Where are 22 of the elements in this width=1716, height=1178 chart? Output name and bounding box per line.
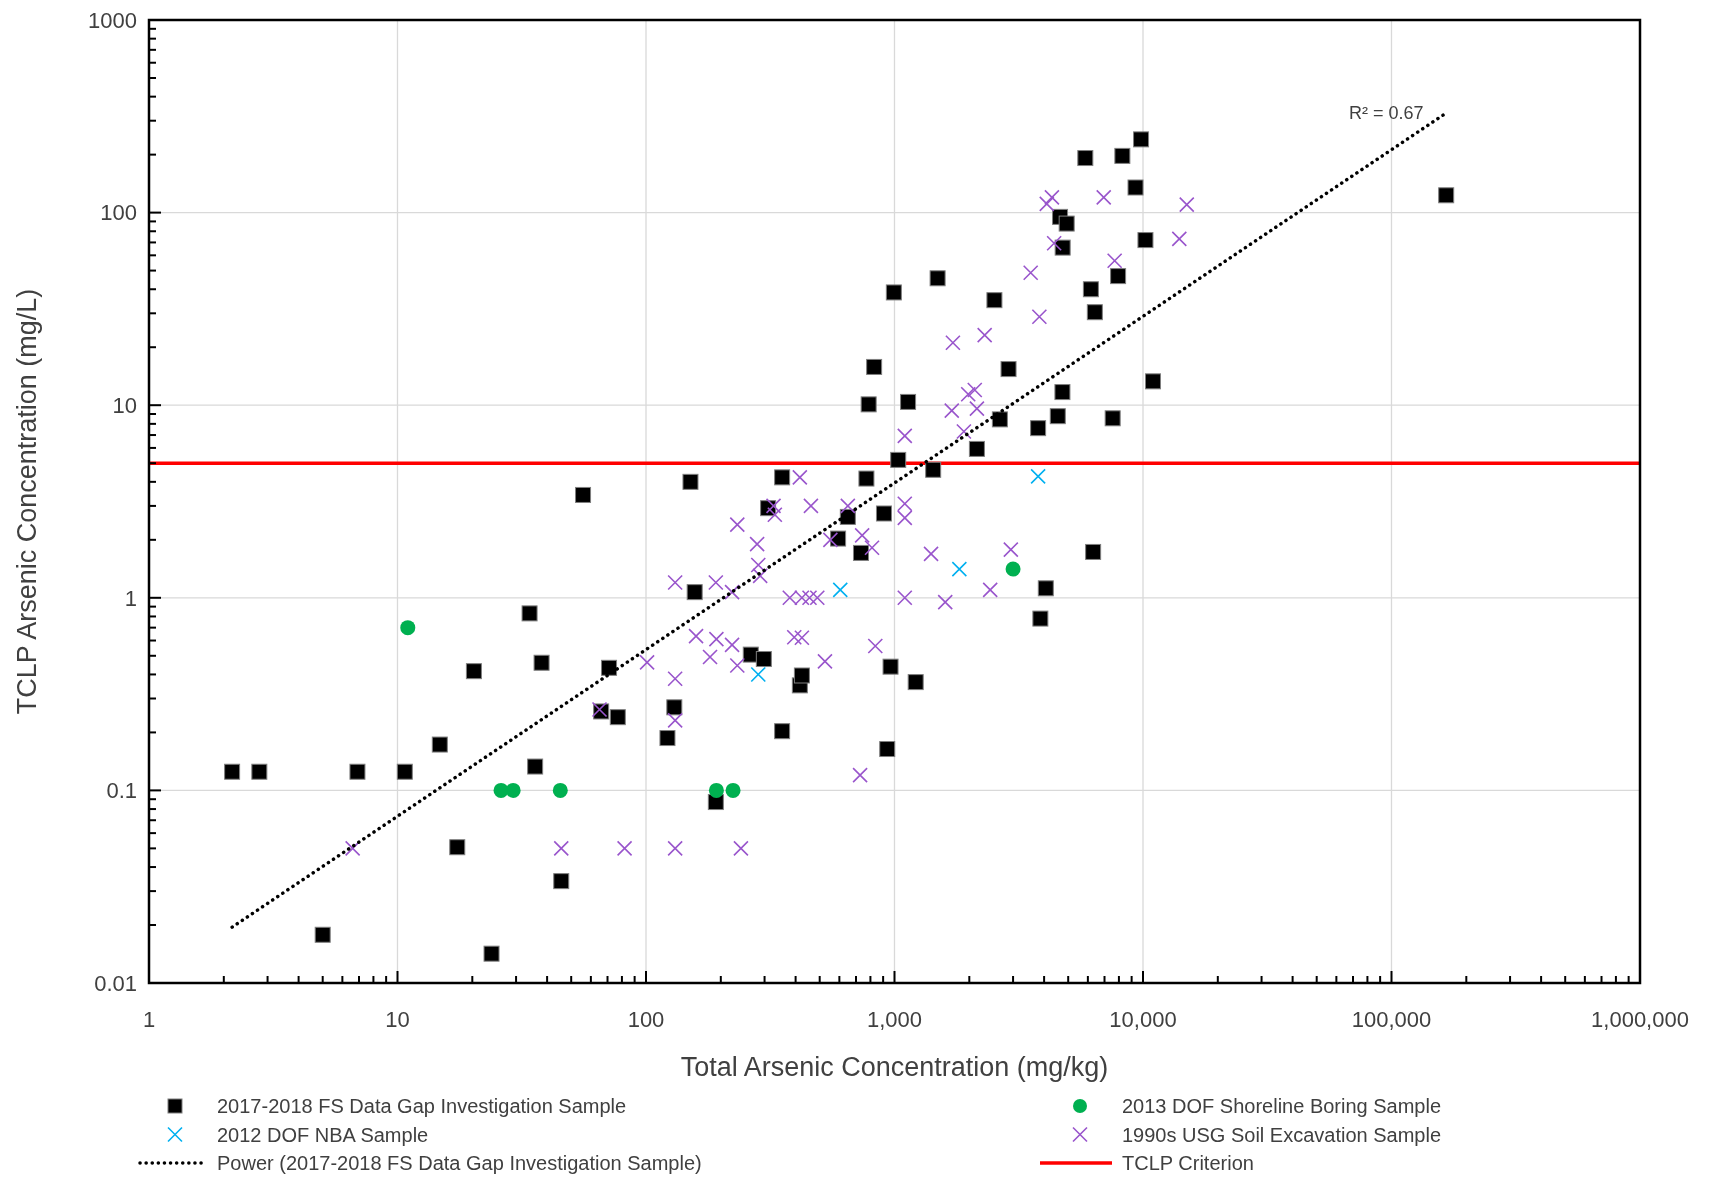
legend-label: Power (2017-2018 FS Data Gap Investigation Sample): [217, 1152, 702, 1174]
x-tick-label: 10,000: [1109, 1007, 1177, 1032]
y-tick-label: 0.1: [106, 778, 137, 804]
y-tick-label: 1: [124, 585, 137, 611]
x-tick-label: 10: [385, 1007, 410, 1032]
x-tick-label: 1,000: [866, 1007, 923, 1032]
x-tick-label: 100,000: [1351, 1007, 1432, 1032]
x-tick-label: 1: [142, 1007, 156, 1032]
legend-label: 2012 DOF NBA Sample: [217, 1123, 429, 1146]
y-tick-label: 10: [112, 392, 137, 418]
y-tick-label: 0.01: [94, 970, 137, 996]
x-tick-label: 100: [627, 1007, 665, 1032]
legend-label: 1990s USG Soil Excavation Sample: [1122, 1123, 1442, 1146]
y-tick-label: 1000: [88, 7, 137, 33]
legend-label: 2017-2018 FS Data Gap Investigation Sample: [217, 1095, 627, 1117]
y-axis-title: TCLP Arsenic Concentration (mg/L): [12, 288, 42, 715]
annotation: R² = 0.67: [1348, 103, 1424, 124]
y-tick-label: 100: [100, 200, 137, 226]
legend-label: 2013 DOF Shoreline Boring Sample: [1122, 1095, 1442, 1117]
x-tick-label: 1,000,000: [1591, 1007, 1689, 1032]
x-axis-title: Total Arsenic Concentration (mg/kg): [680, 1052, 1109, 1082]
legend-label: TCLP Criterion: [1122, 1152, 1254, 1174]
